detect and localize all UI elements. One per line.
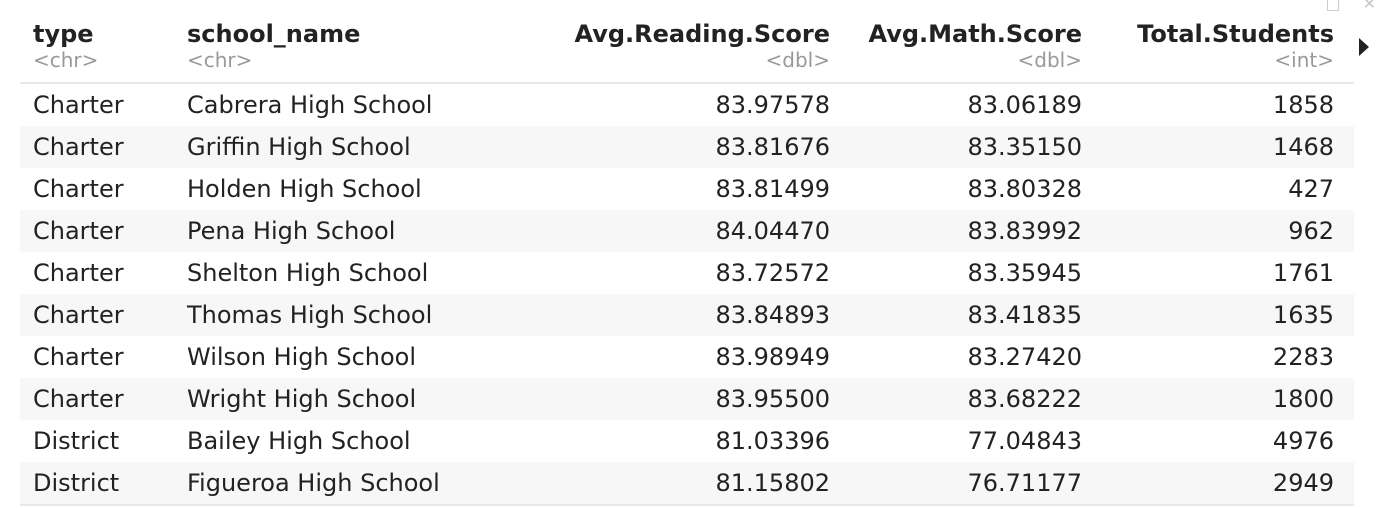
cell-school-name: Cabrera High School <box>187 91 433 119</box>
cell-avg-reading-score: 84.04470 <box>492 210 850 252</box>
column-header-avg-math-score[interactable]: Avg.Math.Score <dbl> <box>850 0 1102 84</box>
cell-avg-math-score: 83.83992 <box>850 210 1102 252</box>
cell-avg-reading-score: 83.98949 <box>715 343 830 371</box>
column-name: school_name <box>187 20 361 48</box>
data-table-container: type <chr> school_name <chr> Avg.Reading… <box>20 0 1354 506</box>
cell-type: Charter <box>20 378 174 420</box>
data-table: type <chr> school_name <chr> Avg.Reading… <box>20 0 1354 506</box>
cell-total-students: 1858 <box>1272 91 1334 119</box>
cell-avg-math-score: 83.80328 <box>967 175 1082 203</box>
cell-total-students: 962 <box>1102 210 1354 252</box>
column-type: <dbl> <box>1017 48 1082 72</box>
cell-school-name: Wright High School <box>174 378 492 420</box>
column-type: <dbl> <box>765 48 830 72</box>
cell-type: Charter <box>20 210 174 252</box>
cell-avg-math-score: 83.35150 <box>850 126 1102 168</box>
cell-school-name: Thomas High School <box>174 294 492 336</box>
column-name: Avg.Reading.Score <box>574 20 830 48</box>
cell-total-students: 1761 <box>1272 259 1334 287</box>
cell-avg-reading-score: 83.97578 <box>715 91 830 119</box>
column-header-type[interactable]: type <chr> <box>20 0 174 84</box>
cell-avg-math-score: 83.68222 <box>850 378 1102 420</box>
table-row: District Figueroa High School 81.15802 7… <box>20 462 1354 506</box>
table-row: Charter Griffin High School 83.81676 83.… <box>20 126 1354 168</box>
cell-type: Charter <box>20 126 174 168</box>
table-row: Charter Wright High School 83.95500 83.6… <box>20 378 1354 420</box>
triangle-right-icon[interactable] <box>1359 38 1369 56</box>
cell-type: Charter <box>33 175 124 203</box>
cell-total-students: 427 <box>1288 175 1334 203</box>
column-type: <chr> <box>187 48 253 72</box>
cell-type: District <box>33 427 120 455</box>
cell-avg-math-score: 76.71177 <box>850 462 1102 506</box>
cell-school-name: Bailey High School <box>187 427 411 455</box>
column-name: Avg.Math.Score <box>868 20 1082 48</box>
table-row: Charter Cabrera High School 83.97578 83.… <box>20 83 1354 126</box>
cell-avg-math-score: 83.06189 <box>967 91 1082 119</box>
cell-avg-math-score: 83.35945 <box>967 259 1082 287</box>
cell-total-students: 1468 <box>1102 126 1354 168</box>
cell-avg-reading-score: 83.81499 <box>715 175 830 203</box>
table-row: Charter Thomas High School 83.84893 83.4… <box>20 294 1354 336</box>
column-header-total-students[interactable]: Total.Students <int> <box>1102 0 1354 84</box>
cell-total-students: 2949 <box>1102 462 1354 506</box>
column-type: <int> <box>1274 48 1334 72</box>
cell-avg-math-score: 83.41835 <box>850 294 1102 336</box>
table-row: Charter Wilson High School 83.98949 83.2… <box>20 336 1354 378</box>
column-header-avg-reading-score[interactable]: Avg.Reading.Score <dbl> <box>492 0 850 84</box>
cell-total-students: 2283 <box>1272 343 1334 371</box>
cell-school-name: Pena High School <box>174 210 492 252</box>
cell-school-name: Griffin High School <box>174 126 492 168</box>
cell-school-name: Shelton High School <box>187 259 429 287</box>
cell-type: District <box>20 462 174 506</box>
close-icon[interactable]: ✕ <box>1362 0 1376 13</box>
cell-avg-math-score: 77.04843 <box>967 427 1082 455</box>
cell-school-name: Figueroa High School <box>174 462 492 506</box>
cell-type: Charter <box>20 294 174 336</box>
column-type: <chr> <box>33 48 99 72</box>
cell-total-students: 1800 <box>1102 378 1354 420</box>
cell-avg-math-score: 83.27420 <box>967 343 1082 371</box>
cell-avg-reading-score: 81.15802 <box>492 462 850 506</box>
table-row: District Bailey High School 81.03396 77.… <box>20 420 1354 462</box>
table-body: Charter Cabrera High School 83.97578 83.… <box>20 83 1354 506</box>
cell-school-name: Holden High School <box>187 175 422 203</box>
cell-avg-reading-score: 83.72572 <box>715 259 830 287</box>
column-name: type <box>33 20 94 48</box>
cell-type: Charter <box>33 343 124 371</box>
column-name: Total.Students <box>1137 20 1334 48</box>
cell-type: Charter <box>33 91 124 119</box>
cell-type: Charter <box>33 259 124 287</box>
cell-avg-reading-score: 83.95500 <box>492 378 850 420</box>
table-row: Charter Shelton High School 83.72572 83.… <box>20 252 1354 294</box>
table-row: Charter Holden High School 83.81499 83.8… <box>20 168 1354 210</box>
table-header: type <chr> school_name <chr> Avg.Reading… <box>20 0 1354 84</box>
cell-avg-reading-score: 81.03396 <box>715 427 830 455</box>
table-row: Charter Pena High School 84.04470 83.839… <box>20 210 1354 252</box>
cell-avg-reading-score: 83.84893 <box>492 294 850 336</box>
column-header-school-name[interactable]: school_name <chr> <box>174 0 492 84</box>
cell-total-students: 1635 <box>1102 294 1354 336</box>
cell-total-students: 4976 <box>1272 427 1334 455</box>
cell-school-name: Wilson High School <box>187 343 417 371</box>
cell-avg-reading-score: 83.81676 <box>492 126 850 168</box>
